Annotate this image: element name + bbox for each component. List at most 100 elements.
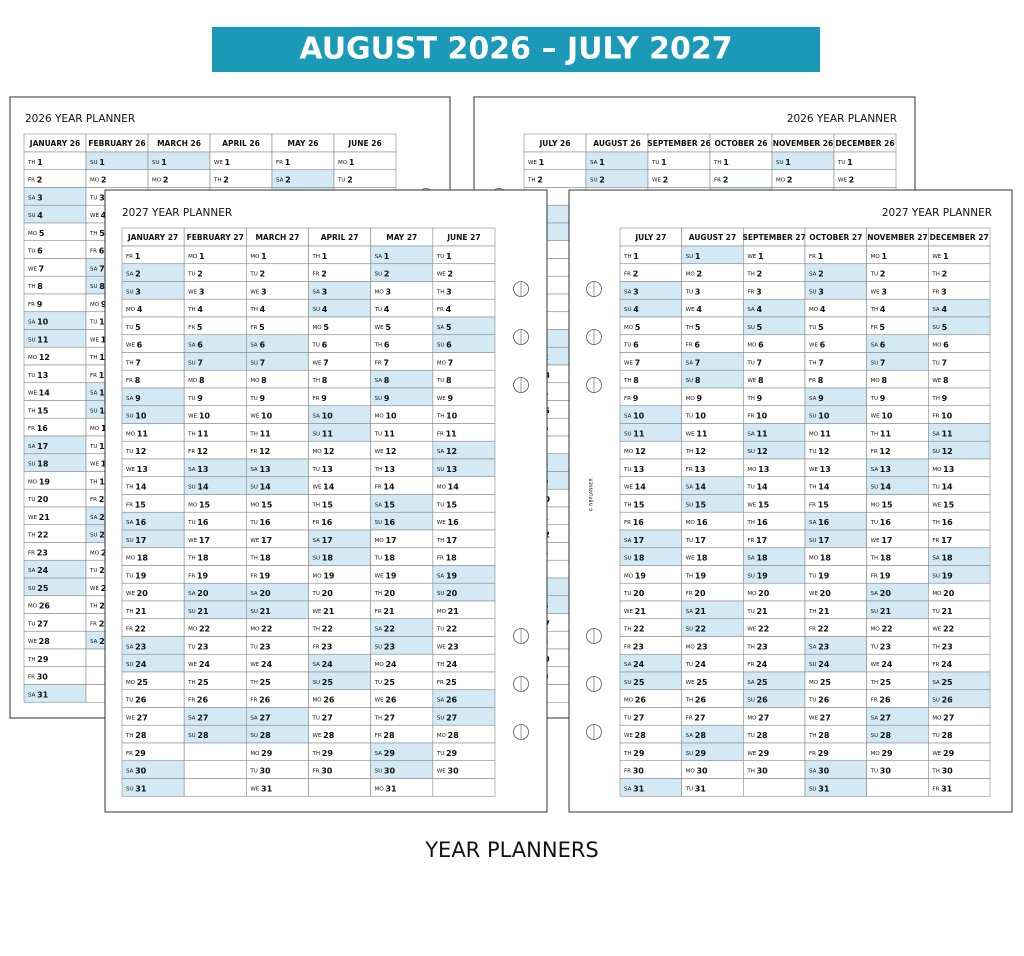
day-label: FR 5 — [250, 322, 265, 331]
day-label: TH 21 — [125, 606, 147, 615]
day-label: TH 25 — [187, 677, 209, 686]
day-label: TH 23 — [931, 642, 952, 651]
day-label: MO 6 — [932, 340, 949, 349]
day-label: TH 19 — [685, 571, 707, 580]
day-label: TH 11 — [249, 429, 271, 438]
day-label: WE 8 — [747, 376, 764, 385]
day-label: TH 8 — [27, 282, 43, 291]
day-label: WE 17 — [871, 535, 893, 544]
day-label: SA 1 — [375, 251, 390, 260]
day-label: FR 30 — [624, 766, 644, 775]
day-label: MO 5 — [313, 322, 330, 331]
day-label: TH 29 — [27, 654, 49, 663]
day-label: SA 16 — [809, 518, 830, 527]
day-label: MO 1 — [871, 251, 888, 260]
day-label: FR 11 — [437, 429, 457, 438]
day-label: MO 11 — [809, 429, 831, 438]
day-label: SU 25 — [624, 677, 645, 686]
day-label: WE 24 — [188, 660, 210, 669]
day-label: TH 23 — [746, 642, 767, 651]
day-label: TU 18 — [374, 553, 396, 562]
day-label: SU 26 — [747, 695, 768, 704]
day-label: TH 16 — [746, 518, 768, 527]
day-label: SU 17 — [809, 535, 829, 544]
day-label: TH 22 — [27, 530, 48, 539]
day-label: SU 7 — [188, 358, 203, 367]
day-label: SA 27 — [871, 713, 891, 722]
day-label: TH 14 — [125, 482, 147, 491]
day-label: SA 26 — [437, 695, 458, 704]
day-label: TH 26 — [685, 695, 707, 704]
month-header: APRIL 27 — [321, 233, 359, 242]
day-label: FR 9 — [28, 299, 43, 308]
day-label: TH 10 — [436, 411, 458, 420]
day-label: SU 18 — [624, 553, 645, 562]
day-label: TH 18 — [249, 553, 271, 562]
day-label: WE 15 — [932, 500, 954, 509]
day-label: FR 24 — [932, 660, 952, 669]
day-label: MO 12 — [313, 447, 335, 456]
day-label: WE 1 — [214, 157, 231, 166]
day-label: TH 4 — [187, 305, 203, 314]
day-label: TU 27 — [27, 619, 48, 628]
day-label: TU 7 — [746, 358, 762, 367]
day-label: FR 13 — [686, 464, 706, 473]
day-label: WE 3 — [250, 287, 266, 296]
day-label: TU 12 — [808, 447, 829, 456]
day-label: WE 15 — [747, 500, 769, 509]
day-label: SU 3 — [126, 287, 141, 296]
day-label: MO 12 — [624, 447, 646, 456]
day-label: SU 26 — [932, 695, 953, 704]
day-label: SU 10 — [126, 411, 147, 420]
day-label: SU 11 — [28, 335, 49, 344]
day-label: TU 20 — [623, 589, 645, 598]
day-label: TU 19 — [125, 571, 147, 580]
day-label: TU 14 — [931, 482, 953, 491]
day-label: WE 4 — [686, 305, 703, 314]
day-label: TH 17 — [436, 535, 457, 544]
day-label: WE 9 — [437, 393, 454, 402]
day-label: WE 30 — [437, 766, 459, 775]
day-label: TU 23 — [870, 642, 891, 651]
day-label: TU 7 — [931, 358, 947, 367]
day-label: TH 18 — [187, 553, 209, 562]
day-label: TU 5 — [125, 322, 141, 331]
day-label: TU 15 — [436, 500, 458, 509]
day-label: TU 6 — [312, 340, 328, 349]
day-label: SU 31 — [809, 784, 830, 793]
day-label: SU 27 — [437, 713, 457, 722]
day-label: TU 23 — [187, 642, 208, 651]
day-label: SA 20 — [188, 589, 209, 598]
day-label: SU 14 — [871, 482, 892, 491]
day-label: TU 1 — [436, 251, 452, 260]
month-header: MARCH 26 — [157, 139, 201, 148]
month-header: AUGUST 26 — [593, 139, 640, 148]
month-header: OCTOBER 27 — [809, 233, 862, 242]
day-label: MO 26 — [28, 601, 50, 610]
day-label: WE 27 — [126, 713, 148, 722]
day-label: TU 25 — [374, 677, 396, 686]
day-label: SU 7 — [250, 358, 265, 367]
day-label: SU 8 — [686, 376, 701, 385]
day-label: MO 21 — [437, 606, 459, 615]
day-label: FR 23 — [313, 642, 333, 651]
day-label: TH 1 — [27, 157, 43, 166]
day-label: MO 9 — [90, 299, 107, 308]
day-label: SA 6 — [250, 340, 265, 349]
day-label: MO 8 — [250, 376, 267, 385]
day-label: MO 11 — [126, 429, 148, 438]
day-label: TU 6 — [27, 246, 43, 255]
day-label: SA 20 — [250, 589, 271, 598]
day-cell — [743, 778, 806, 797]
day-label: MO 7 — [437, 358, 453, 367]
day-label: SA 17 — [624, 535, 644, 544]
day-label: SU 5 — [932, 322, 947, 331]
day-label: MO 2 — [686, 269, 702, 278]
day-label: WE 21 — [313, 606, 335, 615]
day-label: SU 29 — [686, 748, 707, 757]
day-label: TH 18 — [870, 553, 892, 562]
month-header: FEBRUARY 26 — [88, 139, 145, 148]
day-label: TU 3 — [685, 287, 701, 296]
day-label: TH 22 — [312, 624, 333, 633]
day-label: SU 13 — [437, 464, 457, 473]
